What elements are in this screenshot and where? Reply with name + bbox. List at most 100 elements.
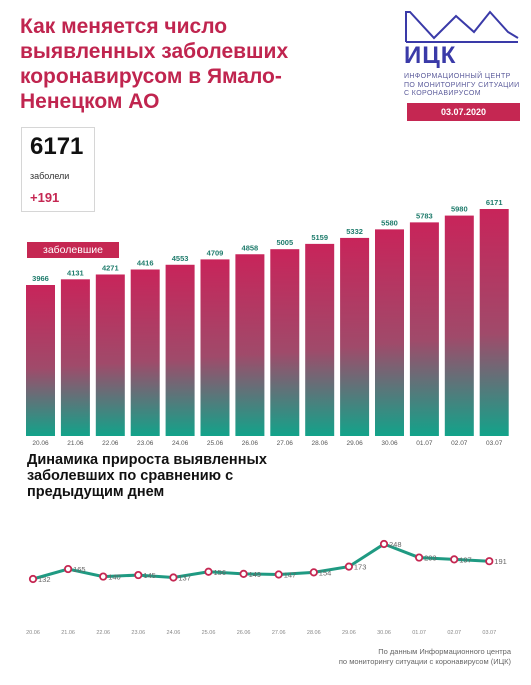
logo-name: ИЦК xyxy=(404,42,457,69)
logo: ИЦК ИНФОРМАЦИОННЫЙ ЦЕНТР ПО МОНИТОРИНГУ … xyxy=(404,8,524,99)
bar-value-label: 4709 xyxy=(207,248,224,257)
bar xyxy=(165,264,195,436)
x-tick-label: 24.06 xyxy=(167,630,181,636)
source-line: по мониторингу ситуации с коронавирусом … xyxy=(338,657,511,666)
point-value-label: 147 xyxy=(284,570,297,579)
bar-value-label: 5159 xyxy=(311,233,328,242)
data-point xyxy=(134,570,143,580)
data-point xyxy=(309,568,318,577)
point-value-label: 203 xyxy=(424,554,437,563)
x-tick-label: 03.07 xyxy=(486,440,503,447)
x-tick-label: 27.06 xyxy=(277,440,294,447)
point-value-label: 132 xyxy=(38,575,51,584)
x-tick-label: 29.06 xyxy=(342,630,356,636)
bar xyxy=(60,279,90,436)
x-tick-label: 24.06 xyxy=(172,440,189,447)
bar-value-label: 5005 xyxy=(276,238,293,247)
bar-value-label: 5980 xyxy=(451,205,468,214)
x-tick-label: 25.06 xyxy=(207,440,224,447)
data-point xyxy=(344,562,353,571)
bar-value-label: 5783 xyxy=(416,211,433,220)
bar-value-label: 4131 xyxy=(67,268,84,277)
x-tick-label: 26.06 xyxy=(237,630,251,636)
bar xyxy=(200,259,230,436)
bar xyxy=(409,222,439,436)
x-tick-label: 21.06 xyxy=(61,630,75,636)
bar xyxy=(26,285,55,436)
x-tick-label: 30.06 xyxy=(381,440,398,447)
bar xyxy=(235,254,265,436)
x-tick-label: 03.07 xyxy=(482,630,496,636)
x-tick-label: 02.07 xyxy=(451,440,468,447)
x-tick-label: 20.06 xyxy=(32,440,49,447)
bar xyxy=(270,249,300,436)
total-cases-label: заболели xyxy=(30,171,70,181)
x-tick-label: 29.06 xyxy=(346,440,363,447)
series-legend-tag: заболевшие xyxy=(27,242,119,258)
daily-delta: +191 xyxy=(30,190,60,205)
logo-subtitle-line: ПО МОНИТОРИНГУ СИТУАЦИИ xyxy=(404,81,520,89)
x-tick-label: 20.06 xyxy=(26,630,40,636)
logo-subtitle: ИНФОРМАЦИОННЫЙ ЦЕНТР ПО МОНИТОРИНГУ СИТУ… xyxy=(404,73,524,99)
point-value-label: 173 xyxy=(354,563,367,572)
x-tick-label: 21.06 xyxy=(67,440,84,447)
data-point xyxy=(239,569,248,578)
bar xyxy=(340,237,370,436)
page-title: Как меняется число выявленных заболевших… xyxy=(20,15,289,113)
bar xyxy=(95,274,125,436)
point-value-label: 154 xyxy=(319,568,332,577)
bar-value-label: 4271 xyxy=(102,263,119,272)
bar xyxy=(479,209,509,436)
point-value-label: 137 xyxy=(178,573,191,582)
data-point xyxy=(99,572,108,581)
x-tick-label: 25.06 xyxy=(202,630,216,636)
data-point xyxy=(450,555,459,564)
data-point xyxy=(379,539,389,549)
growth-line xyxy=(32,542,490,581)
x-tick-label: 28.06 xyxy=(312,440,329,447)
growth-chart-title: Динамика прироста выявленных заболевших … xyxy=(27,452,267,500)
point-value-label: 145 xyxy=(143,571,156,580)
x-tick-label: 01.07 xyxy=(416,440,433,447)
data-point xyxy=(274,570,283,579)
date-badge: 03.07.2020 xyxy=(407,103,520,121)
data-point xyxy=(169,573,178,582)
x-tick-label: 01.07 xyxy=(412,630,426,636)
bar-value-label: 4858 xyxy=(242,243,259,252)
point-value-label: 191 xyxy=(494,557,507,566)
logo-wave-icon xyxy=(405,10,519,43)
x-tick-label: 22.06 xyxy=(96,630,110,636)
data-point xyxy=(28,574,38,584)
point-value-label: 197 xyxy=(459,555,472,564)
point-value-label: 248 xyxy=(389,540,402,549)
point-value-label: 165 xyxy=(73,565,86,574)
bar-value-label: 4553 xyxy=(172,254,189,263)
bar-value-label: 6171 xyxy=(486,198,503,207)
bar xyxy=(305,243,335,436)
x-tick-label: 23.06 xyxy=(137,440,154,447)
x-tick-label: 30.06 xyxy=(377,630,391,636)
point-value-label: 149 xyxy=(249,570,262,579)
x-tick-label: 28.06 xyxy=(307,630,321,636)
bar xyxy=(130,269,160,436)
bar-value-label: 5332 xyxy=(346,227,363,236)
summary-card: 6171 заболели +191 xyxy=(21,127,95,212)
cases-bar-chart: 3966 20.06 4131 21.06 4271 22.06 4416 23.06 4553… xyxy=(26,198,509,447)
logo-subtitle-line: С КОРОНАВИРУСОМ xyxy=(404,90,481,97)
x-tick-label: 02.07 xyxy=(447,630,461,636)
bar-value-label: 3966 xyxy=(32,274,49,283)
x-tick-label: 26.06 xyxy=(242,440,259,447)
bar-value-label: 4416 xyxy=(137,258,154,267)
source-line: По данным Информационного центра xyxy=(378,647,511,656)
point-value-label: 156 xyxy=(214,568,227,577)
point-value-label: 140 xyxy=(108,573,121,582)
data-point xyxy=(485,557,494,566)
x-tick-label: 23.06 xyxy=(131,630,145,636)
data-point xyxy=(204,567,213,576)
x-tick-label: 27.06 xyxy=(272,630,286,636)
bar xyxy=(375,229,404,436)
bar-value-label: 5580 xyxy=(381,218,398,227)
x-tick-label: 22.06 xyxy=(102,440,119,447)
source-footer: По данным Информационного центра по мони… xyxy=(339,647,511,667)
